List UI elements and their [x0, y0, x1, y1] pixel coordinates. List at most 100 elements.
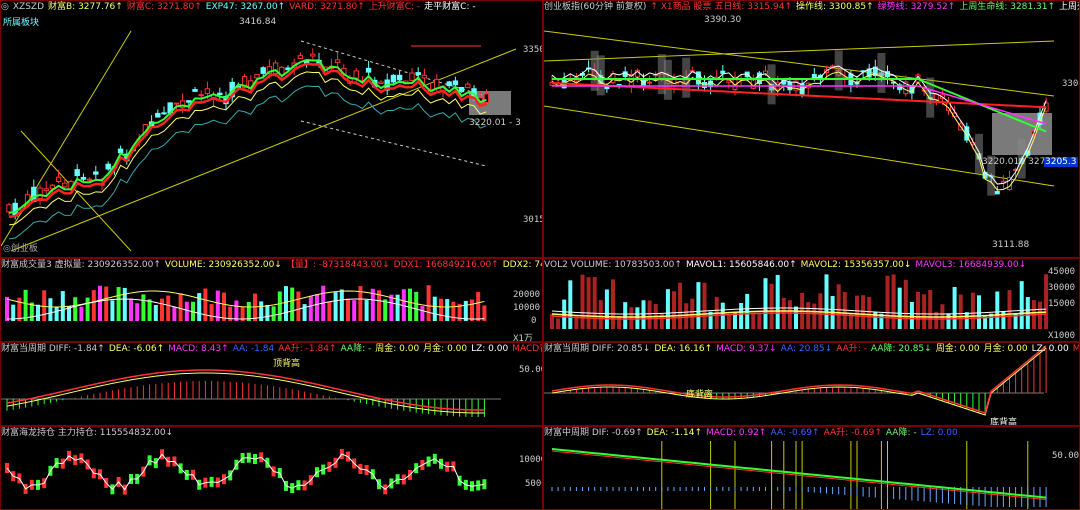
- right-mid-title: 财富中周期 DIF: -0.69↑ DEA: -1.14↑ MACD: 0.92↑ A…: [544, 427, 962, 439]
- legend-item: 上周生命线: 3281.31↑: [959, 2, 1055, 12]
- volume-bar: [54, 306, 59, 321]
- legend-item: XZSZD: [12, 2, 44, 12]
- volume-bar: [135, 303, 140, 321]
- legend-item: DEA: -6.06↑: [108, 344, 165, 354]
- right-macd-chart[interactable]: 财富当周期 DIFF: 20.85↓ DEA: 16.16↑ MACD: 9.37↓…: [543, 342, 1080, 426]
- volume-bar: [358, 286, 363, 321]
- volume-bar: [284, 286, 288, 321]
- volume-bar: [629, 307, 634, 329]
- left-macd-chart[interactable]: 财富当周期 DIFF: -1.84↑ DEA: -6.06↑ MACD: 8.43↑…: [0, 342, 543, 426]
- channel-bottom: [544, 105, 1055, 187]
- volume-bar: [271, 306, 276, 321]
- shade-box: [975, 133, 983, 174]
- candle-body: [458, 86, 465, 93]
- volume-bar: [696, 282, 701, 329]
- right-volume-chart[interactable]: VOL2 VOLUME: 10783503.00↑ MAVOL1: 1560584…: [543, 258, 1080, 342]
- legend-item: 财富海龙持仓 主力持仓: 115554832.00↓: [1, 428, 174, 438]
- candle-body: [396, 74, 403, 81]
- volume-bar: [110, 300, 115, 321]
- volume-bar: [672, 291, 676, 329]
- volume-bar: [861, 295, 866, 329]
- legend-item: 财富中周期 DIF: -0.69↑: [544, 428, 643, 438]
- diff-line: [551, 345, 1047, 414]
- volume-bar: [29, 302, 34, 321]
- volume-bar: [122, 287, 127, 321]
- legend-item: AA: 20.85↓: [780, 344, 833, 354]
- left-main-chart[interactable]: ◎ XZSZD 财富B: 3277.76↑ 财富C: 3271.80↑ EXP47: 3…: [0, 0, 543, 258]
- legend-item: MACD背驰高: [512, 344, 542, 354]
- candle-body: [353, 70, 359, 79]
- left-main-title: ◎ XZSZD 财富B: 3277.76↑ 财富C: 3271.80↑ EXP47: 3…: [1, 1, 480, 13]
- volume-bar: [389, 294, 394, 321]
- volume-bar: [952, 287, 957, 329]
- candle-body: [74, 169, 80, 177]
- volume-bar: [977, 295, 981, 329]
- vol-ma-line: [6, 290, 485, 308]
- volume-bar: [586, 277, 591, 329]
- left-hold-title: 财富海龙持仓 主力持仓: 115554832.00↓: [1, 427, 177, 439]
- volume-bar: [867, 297, 872, 329]
- ma-yellow: [551, 71, 1047, 191]
- left-main-sub: 所属板块: [3, 18, 40, 28]
- left-hold-svg: [5, 449, 487, 495]
- left-volume-chart[interactable]: 财富成交量3 虚拟量: 230926352.00↑ VOLUME: 2309263…: [0, 258, 543, 342]
- volume-bar: [903, 279, 908, 329]
- candle-body: [62, 182, 68, 188]
- legend-item: 上周死亡: [1058, 2, 1079, 12]
- legend-item: AA: -0.69↑: [770, 428, 820, 438]
- legend-item: EXP47: 3267.00↑: [205, 2, 286, 12]
- left-hold-chart[interactable]: 财富海龙持仓 主力持仓: 115554832.00↓ 10000 5000: [0, 426, 543, 510]
- right-main-chart[interactable]: 创业板指(60分钟 前复权) ↑ X1商品 股票 五日线: 3315.94↑ 操作线…: [543, 0, 1080, 258]
- volume-bar: [995, 291, 1000, 329]
- left-macd-title: 财富当周期 DIFF: -1.84↑ DEA: -6.06↑ MACD: 8.43↑…: [1, 343, 542, 355]
- hold-line: [6, 453, 485, 491]
- trend-line: [1, 30, 132, 247]
- mavol1: [551, 307, 1047, 315]
- candle-body: [192, 88, 198, 92]
- right-main-title: 创业板指(60分钟 前复权) ↑ X1商品 股票 五日线: 3315.94↑ 操作线…: [544, 1, 1079, 13]
- right-mid-svg: [551, 441, 1047, 509]
- right-vol-unit: X1000: [1048, 331, 1076, 341]
- right-vol-svg: [550, 274, 1049, 329]
- diff-line: [6, 369, 485, 411]
- right-main-svg: [544, 30, 1055, 196]
- candle-body: [421, 74, 428, 79]
- volume-bar: [346, 298, 350, 321]
- right-mid-chart[interactable]: 财富中周期 DIF: -0.69↑ DEA: -1.14↑ MACD: 0.92↑ A…: [543, 426, 1080, 510]
- legend-item: 上升财富C: -: [368, 2, 421, 12]
- volume-bar: [197, 293, 202, 321]
- volume-bar: [141, 294, 146, 321]
- volume-bar: [426, 285, 431, 321]
- candle-body: [647, 81, 653, 84]
- volume-bar: [855, 295, 859, 329]
- candle-body: [378, 81, 384, 85]
- candle-body: [446, 81, 452, 87]
- volume-bar: [733, 312, 737, 329]
- volume-bar: [641, 300, 646, 329]
- legend-item: DEA: -1.14↑: [646, 428, 702, 438]
- legend-item: LZ: 0.00: [920, 428, 958, 438]
- volume-bar: [659, 313, 664, 329]
- candle-body: [409, 72, 415, 81]
- volume-bar: [42, 290, 47, 321]
- volume-bar: [812, 303, 817, 329]
- left-macd-tag: 顶背高: [273, 359, 301, 369]
- volume-bar: [5, 296, 9, 321]
- volume-bar: [824, 274, 829, 329]
- candle-body: [204, 88, 211, 95]
- legend-item: AA升: -1.84↑: [278, 344, 337, 354]
- volume-bar: [439, 298, 443, 321]
- volume-bar: [160, 298, 164, 321]
- legend-item: 走平财富C: -: [424, 2, 476, 12]
- right-main-axis: 330: [1062, 79, 1079, 89]
- right-vol-axis-2: 30000: [1048, 283, 1076, 293]
- legend-item: AA: -1.84: [232, 344, 275, 354]
- volume-bar: [401, 289, 406, 321]
- volume-bar: [184, 301, 189, 321]
- candle-body: [105, 163, 111, 170]
- volume-bar: [203, 288, 208, 321]
- volume-bar: [568, 280, 573, 329]
- legend-item: 操作线: 3300.85↑: [796, 2, 874, 12]
- volume-bar: [787, 300, 792, 329]
- volume-bar: [339, 289, 344, 321]
